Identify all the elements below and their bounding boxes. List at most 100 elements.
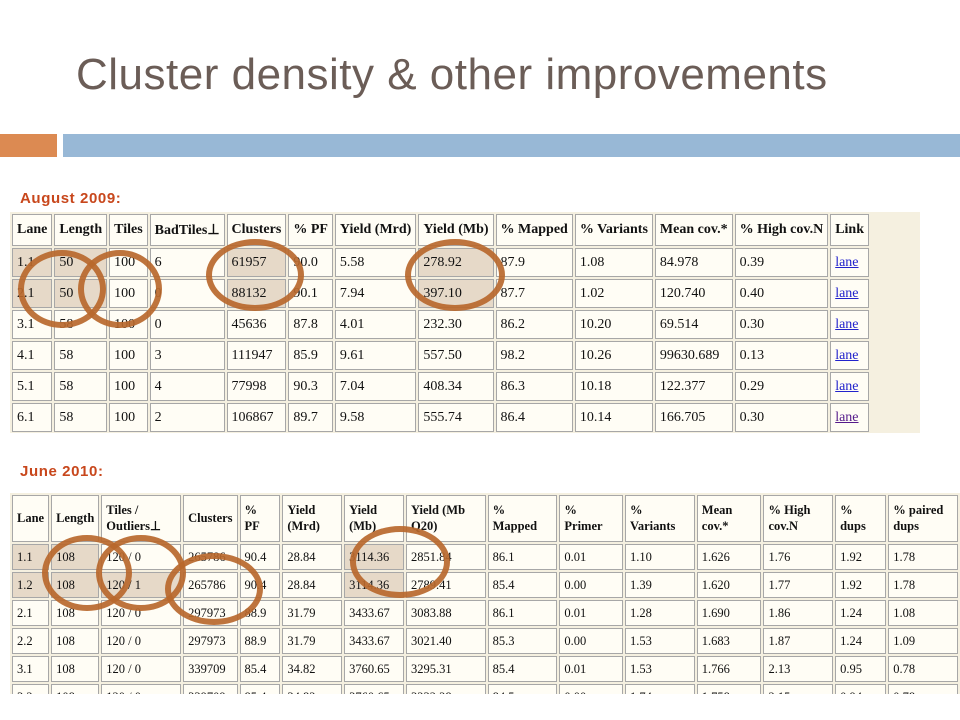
table-cell: 10.14: [574, 403, 653, 432]
aug2009-label: August 2009:: [20, 190, 122, 207]
table-cell: 85.3: [487, 628, 558, 654]
table-cell: 85.9: [288, 341, 333, 370]
table-cell: 1.78: [888, 572, 958, 598]
table-cell: 2.15: [763, 684, 834, 694]
table-cell: 87.7: [495, 279, 573, 308]
table-cell: 1.10: [624, 544, 695, 570]
lane-link[interactable]: lane: [835, 254, 859, 270]
table-cell: 1.620: [696, 572, 762, 598]
table-row: 4.1 58 100 3 111947 85.9 9.61 557.50 98.2 10.26 99…: [12, 341, 870, 370]
column-header-paired-dups: % paired dups: [888, 495, 958, 542]
table-cell: 100: [109, 403, 148, 432]
table-row: 5.1 58 100 4 77998 90.3 7.04 408.34 86.3 10.18 122…: [12, 372, 870, 401]
table-cell: 120 / 0: [101, 684, 182, 694]
table-cell: 90.3: [288, 372, 333, 401]
table-cell: 3232.28: [405, 684, 486, 694]
table-cell: 89.7: [288, 403, 333, 432]
table-cell: 1.76: [763, 544, 834, 570]
column-header-yield-mrd: Yield (Mrd): [334, 214, 417, 246]
table-cell: 1.02: [574, 279, 653, 308]
table-cell: 28.84: [282, 544, 343, 570]
table-cell: 1.08: [574, 248, 653, 277]
column-header-link: Link: [830, 214, 870, 246]
table-cell: 108: [51, 628, 100, 654]
table-cell: 1.683: [696, 628, 762, 654]
highlight-circle: [350, 526, 450, 598]
table-cell: 120 / 0: [101, 656, 182, 682]
column-header-variants: % Variants: [574, 214, 653, 246]
table-cell: 557.50: [418, 341, 494, 370]
table-cell: 0: [149, 310, 225, 339]
table-cell: 166.705: [654, 403, 733, 432]
lane-link[interactable]: lane: [835, 285, 859, 301]
table-cell: 4.01: [334, 310, 417, 339]
table-cell: 2.13: [763, 656, 834, 682]
table-cell: 0.94: [835, 684, 887, 694]
table-cell: 86.4: [495, 403, 573, 432]
table-cell: 339709: [183, 656, 238, 682]
table-cell: 9.58: [334, 403, 417, 432]
table-cell: 84.978: [654, 248, 733, 277]
column-header-mapped: % Mapped: [487, 495, 558, 542]
table-row: 2.2 108 120 / 0 297973 88.9 31.79 3433.67 3021.…: [12, 628, 958, 654]
table-cell: 2.2: [12, 628, 50, 654]
table-cell: 100: [109, 372, 148, 401]
table-cell: 0.78: [888, 684, 958, 694]
table-cell: 85.4: [487, 656, 558, 682]
table-cell: 3083.88: [405, 600, 486, 626]
table-row: 3.1 108 120 / 0 339709 85.4 34.82 3760.65 3295.…: [12, 656, 958, 682]
table-cell: 4.1: [12, 341, 53, 370]
table-cell: 232.30: [418, 310, 494, 339]
table-cell: 1.24: [835, 600, 887, 626]
lane-link[interactable]: lane: [835, 378, 859, 394]
table-header-row: Lane Length Tiles / Outliers⊥ Clusters% PF Y…: [12, 495, 958, 542]
table-cell: 28.84: [282, 572, 343, 598]
table-cell: 88.9: [239, 628, 281, 654]
table-cell: 339709: [183, 684, 238, 694]
table-cell: 1.74: [624, 684, 695, 694]
column-header-mapped: % Mapped: [495, 214, 573, 246]
column-header-variants: % Variants: [624, 495, 695, 542]
table-cell: 4: [149, 372, 225, 401]
table-cell: 1.92: [835, 572, 887, 598]
table-cell: 108: [51, 684, 100, 694]
table-cell: 297973: [183, 628, 238, 654]
lane-link[interactable]: lane: [835, 347, 859, 363]
highlight-circle: [165, 553, 263, 625]
table-cell: 1.87: [763, 628, 834, 654]
table-cell: 1.39: [624, 572, 695, 598]
table-cell: 0.01: [559, 600, 623, 626]
table-cell: 1.08: [888, 600, 958, 626]
table-cell: 0.95: [835, 656, 887, 682]
lane-link[interactable]: lane: [835, 316, 859, 332]
table-cell: 2.1: [12, 600, 50, 626]
table-cell: 85.4: [239, 684, 281, 694]
table-cell: 45636: [226, 310, 287, 339]
table-cell: 98.2: [495, 341, 573, 370]
table-cell: 1.766: [696, 656, 762, 682]
table-cell: 0.29: [734, 372, 829, 401]
table-cell: 120 / 0: [101, 628, 182, 654]
table-cell: lane: [830, 403, 870, 432]
column-header-lane: Lane: [12, 495, 50, 542]
table-cell: 0.00: [559, 628, 623, 654]
column-header-clusters: Clusters: [183, 495, 238, 542]
table-cell: 122.377: [654, 372, 733, 401]
table-cell: 1.626: [696, 544, 762, 570]
column-header-yield-mrd: Yield (Mrd): [282, 495, 343, 542]
table-cell: 3.1: [12, 656, 50, 682]
table-cell: 87.9: [495, 248, 573, 277]
table-cell: 555.74: [418, 403, 494, 432]
table-cell: 2: [149, 403, 225, 432]
table-cell: 1.758: [696, 684, 762, 694]
table-cell: 10.20: [574, 310, 653, 339]
table-cell: 86.2: [495, 310, 573, 339]
lane-link[interactable]: lane: [835, 409, 859, 425]
table-cell: 3: [149, 341, 225, 370]
table-cell: 0.39: [734, 248, 829, 277]
column-header-dups: % dups: [835, 495, 887, 542]
table-cell: 87.8: [288, 310, 333, 339]
table-cell: 1.28: [624, 600, 695, 626]
table-cell: 6.1: [12, 403, 53, 432]
table-cell: 0.00: [559, 572, 623, 598]
